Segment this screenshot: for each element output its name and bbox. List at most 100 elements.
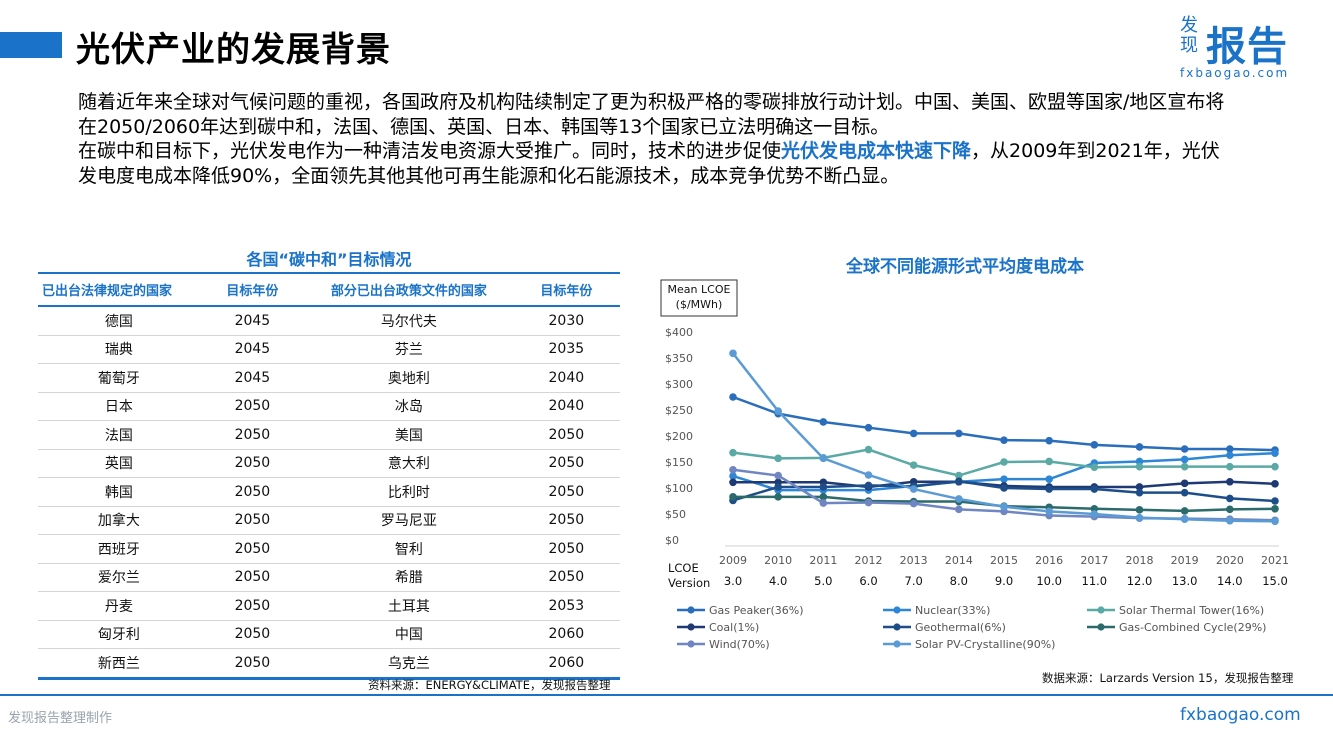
cell-policy-year: 2050 [512,563,620,592]
cell-policy-year: 2030 [512,306,620,336]
table-row: 新西兰 2050 乌克兰 2060 [38,648,620,680]
cell-law-country: 新西兰 [38,648,200,680]
data-point [774,493,782,501]
data-point [1045,485,1053,493]
data-point [729,493,737,501]
data-point [1271,480,1279,488]
data-point [1135,462,1144,471]
data-point [864,498,873,507]
version-label: 15.0 [1262,574,1288,588]
data-point [1135,457,1144,466]
data-point [1135,488,1144,497]
data-point [1271,505,1279,513]
data-point [1226,462,1234,471]
data-point [774,454,782,463]
data-point [1135,443,1144,451]
cell-policy-country: 土耳其 [305,591,513,621]
data-point [955,429,963,438]
legend-marker [687,640,695,648]
data-point [909,485,918,493]
version-axis-label: Version [668,576,710,590]
footer-divider [0,694,1333,696]
data-point [1226,494,1234,503]
y-axis-label-unit: ($/MWh) [676,298,723,311]
data-point [1000,436,1008,444]
y-tick-label: $250 [665,404,693,417]
legend-label: Wind(70%) [709,638,770,651]
data-point [1000,502,1008,511]
cell-policy-year: 2053 [512,591,620,621]
data-point [1180,479,1189,488]
cell-law-country: 英国 [38,449,200,478]
data-point [819,499,828,507]
intro-text: 随着近年来全球对气候问题的重视，各国政府及机构陆续制定了更为积极严格的零碳排放行… [78,90,1238,188]
x-tick-label: 2013 [900,554,928,567]
data-point [1135,513,1144,522]
cell-policy-year: 2040 [512,392,620,421]
x-tick-label: 2016 [1035,554,1063,567]
table-row: 匈牙利 2050 中国 2060 [38,620,620,649]
y-tick-label: $0 [665,534,679,547]
table-source: 资料来源：ENERGY&CLIMATE，发现报告整理 [368,678,611,692]
legend-marker [1097,623,1105,631]
data-point [774,471,782,480]
logo-url: fxbaogao.com [1180,66,1290,80]
data-point [729,393,737,401]
intro-p2-after: ，从2009年到2021年，光伏发电度电成本降低90%，全面领先其他其他可再生能… [78,140,1220,187]
table-header-row: 已出台法律规定的国家 目标年份 部分已出台政策文件的国家 目标年份 [38,272,620,307]
x-tick-label: 2018 [1126,554,1154,567]
cell-law-year: 2045 [199,363,306,393]
data-point [819,454,828,463]
cell-policy-year: 2050 [512,420,620,450]
version-label: 12.0 [1127,574,1153,588]
data-point [1226,505,1234,514]
y-tick-label: $150 [665,456,693,469]
legend-label: Coal(1%) [709,621,759,634]
y-tick-label: $350 [665,352,693,365]
cell-policy-country: 美国 [305,420,513,450]
data-point [864,445,873,454]
cell-law-year: 2050 [199,449,306,478]
y-axis-label-box [660,279,738,317]
brand-logo[interactable]: 发现 报告 fxbaogao.com [1180,14,1320,81]
cell-law-country: 德国 [38,306,200,336]
cell-law-year: 2050 [199,392,306,421]
footer-url[interactable]: fxbaogao.com [1180,705,1301,725]
chart-title: 全球不同能源形式平均度电成本 [846,257,1084,277]
legend-label: Gas-Combined Cycle(29%) [1119,621,1266,634]
table-row: 瑞典 2045 芬兰 2035 [38,335,620,364]
data-point [1090,441,1099,449]
table-row: 法国 2050 美国 2050 [38,420,620,450]
cell-policy-country: 马尔代夫 [305,306,513,336]
y-tick-label: $400 [665,326,693,339]
cell-policy-year: 2040 [512,363,620,393]
legend-label: Solar Thermal Tower(16%) [1119,604,1264,617]
table-row: 葡萄牙 2045 奥地利 2040 [38,363,620,393]
cell-policy-country: 乌克兰 [305,648,513,680]
intro-paragraph-1: 随着近年来全球对气候问题的重视，各国政府及机构陆续制定了更为积极严格的零碳排放行… [78,91,1225,138]
data-point [1180,455,1189,464]
legend-marker [687,623,695,631]
version-axis-label: LCOE [668,561,699,575]
cell-law-country: 韩国 [38,477,200,507]
data-point [1090,463,1099,471]
cell-law-year: 2050 [199,563,306,592]
data-point [1045,475,1053,483]
version-label: 4.0 [769,574,787,588]
x-tick-label: 2010 [764,554,792,567]
y-tick-label: $200 [665,430,693,443]
data-point [1090,485,1099,493]
data-point [774,483,782,491]
cell-policy-year: 2050 [512,506,620,535]
data-point [864,481,873,490]
cell-law-year: 2050 [199,648,306,680]
table-row: 西班牙 2050 智利 2050 [38,534,620,564]
cell-policy-year: 2050 [512,449,620,478]
legend-label: Solar PV-Crystalline(90%) [915,638,1055,651]
version-label: 14.0 [1217,574,1243,588]
cell-law-country: 日本 [38,392,200,421]
legend-label: Geothermal(6%) [915,621,1006,634]
cell-policy-year: 2050 [512,534,620,564]
x-tick-label: 2019 [1171,554,1199,567]
x-tick-label: 2015 [990,554,1018,567]
